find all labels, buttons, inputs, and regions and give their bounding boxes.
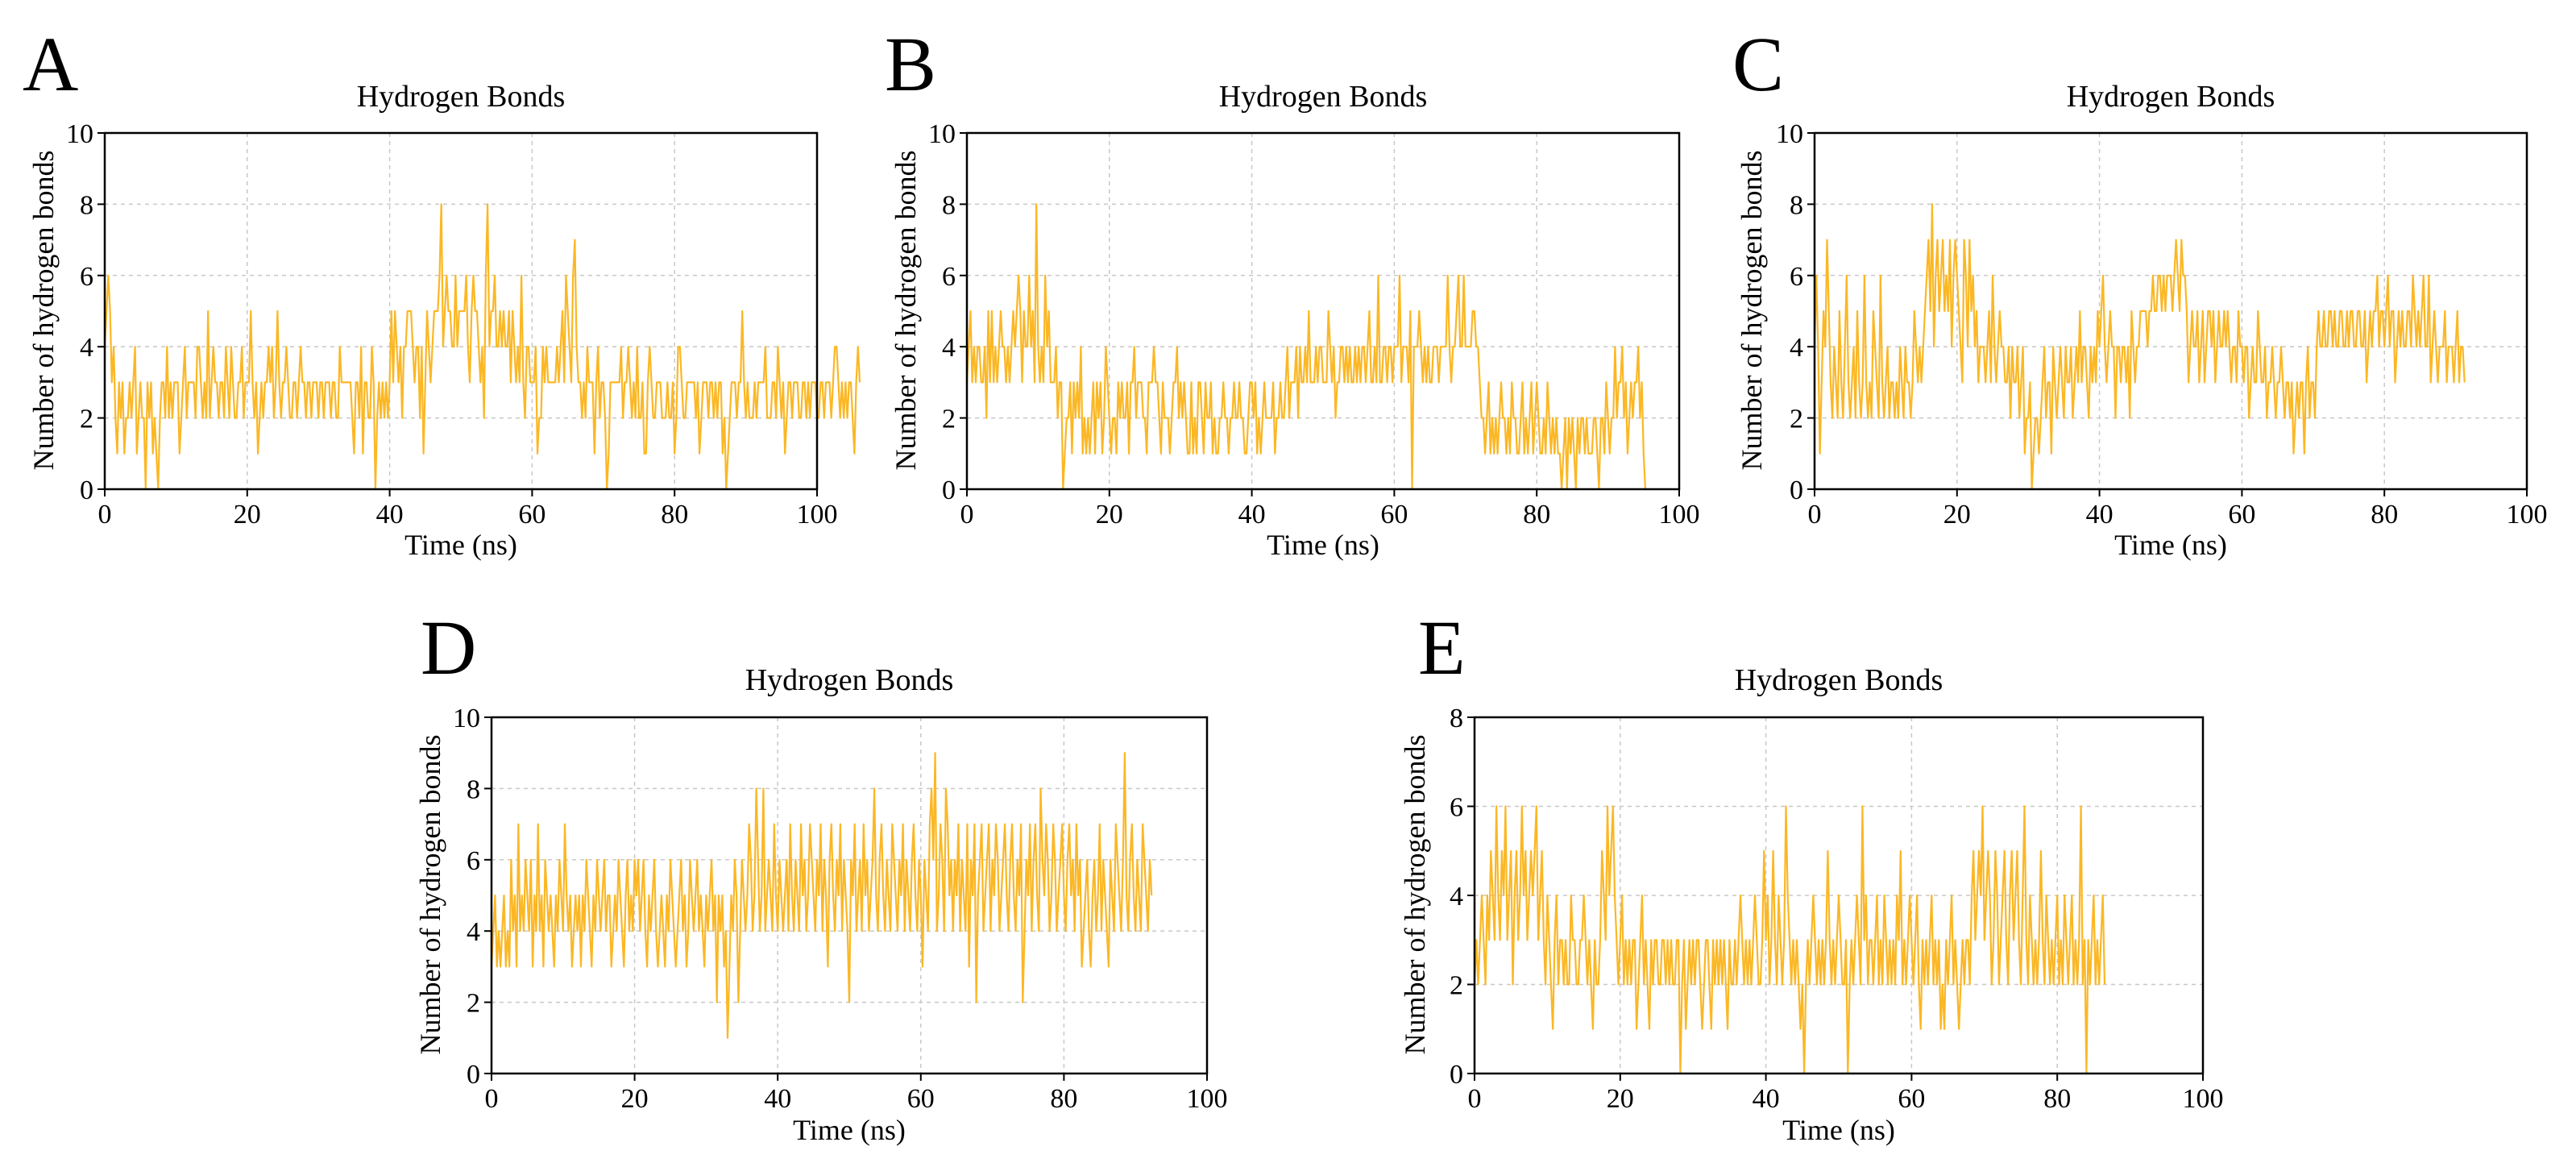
panel-d-axes-frame [490, 716, 1209, 1075]
panel-d-ytick-label: 2 [467, 989, 480, 1019]
panel-c-ylabel: Number of hydrogen bonds [1736, 151, 1768, 471]
panel-c-ytick-label: 2 [1790, 405, 1803, 434]
panel-b-axes-frame [965, 131, 1681, 491]
panel-c-xtick-label: 100 [2507, 500, 2548, 530]
panel-c-xtick-label: 0 [1808, 500, 1822, 530]
panel-d-ytick-label: 0 [467, 1060, 480, 1090]
panel-e-xtick-label: 80 [2043, 1084, 2071, 1114]
panel-b-xtick-label: 80 [1523, 500, 1550, 530]
panel-d-xlabel: Time (ns) [793, 1114, 906, 1146]
panel-c-xtick-label: 60 [2228, 500, 2255, 530]
panel-e-ytick-label: 6 [1450, 793, 1463, 823]
panel-a-series-line [103, 203, 861, 491]
panel-d-ytick-label: 6 [467, 846, 480, 876]
panel-d-xtick-label: 80 [1050, 1084, 1077, 1114]
panel-e-xtick-label: 100 [2183, 1084, 2224, 1114]
panel-a-ytick-label: 10 [66, 119, 93, 149]
panel-e-xtick-label: 40 [1753, 1084, 1780, 1114]
panel-b-ytick-label: 2 [942, 405, 956, 434]
panel-a-ytick-label: 4 [80, 333, 93, 363]
panel-e-xlabel: Time (ns) [1782, 1114, 1895, 1146]
panel-c-ytick-label: 8 [1790, 190, 1803, 220]
panel-b-letter: B [885, 21, 936, 107]
panel-a-xlabel: Time (ns) [404, 529, 517, 561]
panel-c-title: Hydrogen Bonds [2067, 80, 2275, 114]
panel-c-ytick-label: 6 [1790, 262, 1803, 292]
panel-c-ytick-label: 4 [1790, 333, 1803, 363]
panel-c-xtick-label: 40 [2086, 500, 2113, 530]
panel-e-ytick-label: 4 [1450, 882, 1463, 912]
panel-e-ytick-label: 2 [1450, 971, 1463, 1001]
panel-e-chart: E Hydrogen Bonds Time (ns) Number of hyd… [1399, 604, 2224, 1146]
panel-b-xtick-label: 40 [1238, 500, 1266, 530]
panel-a-ytick-label: 2 [80, 405, 93, 434]
panel-a-ytick-label: 0 [80, 476, 93, 505]
panel-b-xtick-label: 0 [960, 500, 974, 530]
panel-b-title: Hydrogen Bonds [1219, 80, 1428, 114]
panel-a-ylabel: Number of hydrogen bonds [27, 151, 60, 471]
panel-a-xtick-label: 0 [98, 500, 112, 530]
panel-b-ytick-label: 4 [942, 333, 956, 363]
panel-c-letter: C [1732, 21, 1784, 107]
panel-a-xtick-label: 60 [518, 500, 545, 530]
panel-b-series-line [965, 203, 1647, 491]
panel-b-xlabel: Time (ns) [1267, 529, 1379, 561]
panel-d-xtick-label: 20 [621, 1084, 649, 1114]
panel-b-ytick-label: 8 [942, 190, 956, 220]
panel-d-ylabel: Number of hydrogen bonds [414, 735, 446, 1055]
panel-a-ytick-label: 6 [80, 262, 93, 292]
panel-b-chart: B Hydrogen Bonds Time (ns) Number of hyd… [885, 21, 1700, 561]
panel-d-letter: D [421, 604, 476, 691]
panel-e-ytick-label: 8 [1450, 704, 1463, 733]
panel-d-chart: D Hydrogen Bonds Time (ns) Number of hyd… [414, 604, 1228, 1146]
panel-c-ytick-label: 10 [1776, 119, 1803, 149]
panel-c-chart: C Hydrogen Bonds Time (ns) Number of hyd… [1732, 21, 2548, 561]
panel-e-ylabel: Number of hydrogen bonds [1399, 735, 1431, 1055]
panel-c-ytick-label: 0 [1790, 476, 1803, 505]
panel-b-xtick-label: 60 [1380, 500, 1408, 530]
panel-e-letter: E [1418, 604, 1466, 691]
panel-d-xtick-label: 60 [907, 1084, 935, 1114]
panel-e-xtick-label: 0 [1468, 1084, 1482, 1114]
panel-a-xtick-label: 80 [661, 500, 688, 530]
panel-d-ytick-label: 4 [467, 917, 480, 947]
panel-c-xtick-label: 80 [2371, 500, 2398, 530]
panel-d-xtick-label: 100 [1187, 1084, 1228, 1114]
panel-e-ytick-label: 0 [1450, 1060, 1463, 1090]
panel-d-ytick-label: 10 [453, 704, 480, 733]
panel-e-series-line [1473, 805, 2106, 1075]
panel-b-xtick-label: 20 [1096, 500, 1123, 530]
panel-c-xtick-label: 20 [1943, 500, 1971, 530]
panel-d-ytick-label: 8 [467, 775, 480, 804]
panel-b-ylabel: Number of hydrogen bonds [890, 151, 922, 471]
panel-a-letter: A [23, 21, 78, 107]
panel-b-xtick-label: 100 [1659, 500, 1700, 530]
panel-e-title: Hydrogen Bonds [1735, 663, 1943, 697]
panel-d-xtick-label: 40 [764, 1084, 791, 1114]
panel-d-series-line [490, 752, 1153, 1039]
panel-a-xtick-label: 20 [234, 500, 261, 530]
panel-e-xtick-label: 60 [1898, 1084, 1925, 1114]
panel-a-axes-frame [103, 131, 819, 491]
panel-d-title: Hydrogen Bonds [745, 663, 954, 697]
panel-a-xtick-label: 40 [376, 500, 404, 530]
panel-c-series-line [1813, 203, 2466, 491]
panel-b-ytick-label: 10 [928, 119, 956, 149]
panel-b-ytick-label: 0 [942, 476, 956, 505]
panel-a-ytick-label: 8 [80, 190, 93, 220]
panel-a-chart: A Hydrogen Bonds Time (ns) Number of hyd… [23, 21, 861, 561]
panel-c-xlabel: Time (ns) [2114, 529, 2227, 561]
panel-d-xtick-label: 0 [485, 1084, 499, 1114]
panel-a-xtick-label: 100 [797, 500, 838, 530]
panel-c-axes-frame [1813, 131, 2528, 491]
panel-a-title: Hydrogen Bonds [357, 80, 566, 114]
panel-b-ytick-label: 6 [942, 262, 956, 292]
panel-e-xtick-label: 20 [1607, 1084, 1634, 1114]
